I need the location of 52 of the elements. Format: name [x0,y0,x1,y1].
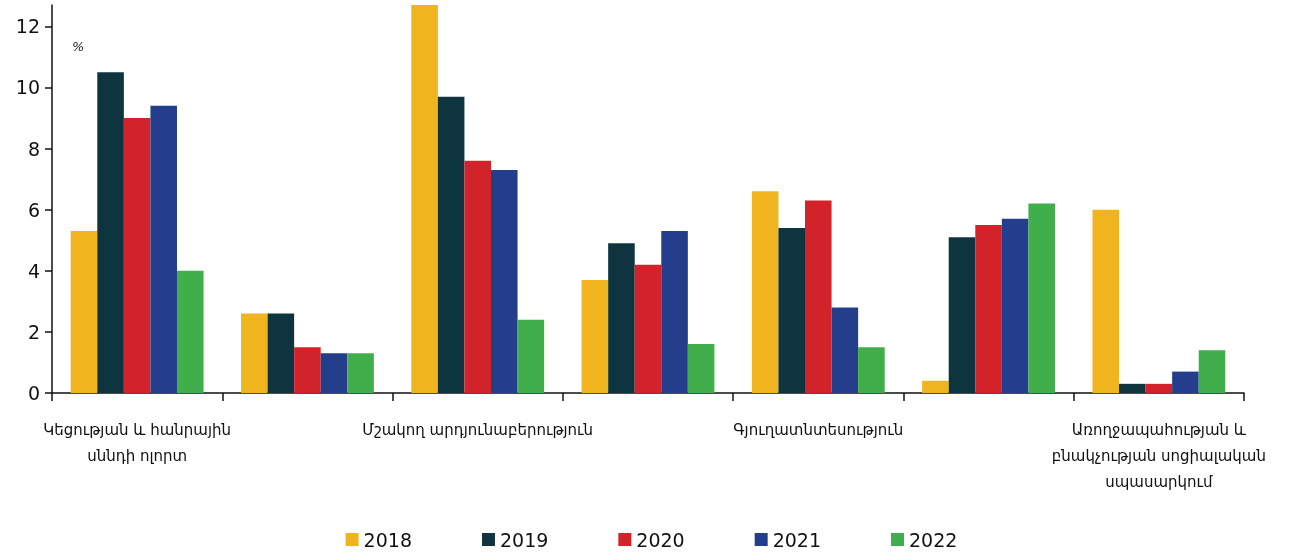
bar [464,160,491,393]
legend-label: 2021 [772,528,822,551]
x-tick-label: Կեցության և հանրային սննդի ոլորտ [43,421,232,465]
legend-label: 2019 [499,528,549,551]
bar [517,319,545,393]
legend-label: 2020 [636,528,685,551]
bar [661,231,688,393]
x-tick-label: Գյուղատնտեսություն [733,421,904,439]
legend-label: 2022 [909,528,958,551]
bar [437,96,465,393]
bar [1145,383,1173,393]
bar [411,5,438,393]
x-tick-label: Առողջապահության և բնակչության սոցիալական սպասարկում [1051,421,1266,491]
legend-label: 2018 [363,528,412,551]
y-tick-label: 4 [27,259,40,282]
bar [948,237,976,393]
bar [176,270,204,393]
bar [320,353,348,393]
bar [70,231,98,393]
bar [831,307,859,393]
bar [581,279,609,393]
bar [150,105,177,393]
y-axis-title: % [72,39,85,54]
bar [858,347,885,393]
y-tick-label: 8 [27,137,40,160]
bar [1119,383,1146,393]
y-tick-label: 6 [27,198,40,221]
bar [975,224,1002,393]
bar [1001,218,1029,393]
bar [634,264,662,393]
y-tick-label: 10 [15,76,40,99]
bar [1092,209,1120,393]
bar [1028,203,1055,393]
y-tick-label: 2 [27,320,40,343]
bar [123,118,151,393]
bar [347,353,374,393]
bar [491,169,518,393]
bar [608,243,635,393]
y-tick-label: 12 [15,15,40,38]
bar [97,72,124,393]
bar [294,347,321,393]
bar [687,344,715,393]
x-tick-label: Մշակող արդյունաբերություն [362,421,594,439]
bar [751,191,779,393]
bar [1198,350,1226,393]
y-tick-label: 0 [27,382,40,404]
bar [241,313,268,393]
bar [267,313,295,393]
bar [778,228,805,393]
bar [1172,371,1199,393]
bar [922,380,949,393]
bar [805,200,832,393]
